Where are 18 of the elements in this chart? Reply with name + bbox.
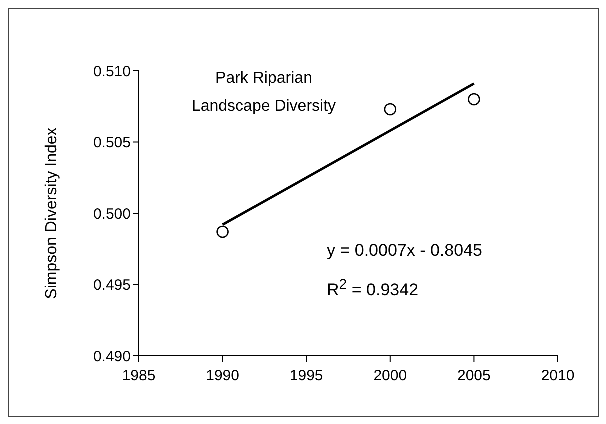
y-axis-title: Simpson Diversity Index	[44, 128, 61, 300]
x-tick-label: 2000	[374, 368, 408, 385]
point	[384, 103, 397, 116]
y-tick-label: 0.490	[93, 348, 131, 366]
x-tick-label: 1990	[206, 368, 240, 385]
y-tick-label: 0.510	[93, 63, 131, 80]
y-tick-label: 0.500	[93, 206, 131, 223]
text: Park Riparian Landscape Diversity	[190, 69, 338, 117]
annotation: y = 0.0007x - 0.8045	[327, 241, 482, 261]
y-tick-label: 0.505	[93, 134, 131, 152]
x-tick-label: 2005	[458, 368, 491, 385]
point	[468, 93, 480, 106]
x-tick-label: 1995	[290, 368, 324, 385]
y-tick-label: 0.495	[93, 277, 131, 294]
point	[216, 226, 229, 238]
x-tick-label: 1985	[122, 368, 156, 385]
x-tick-label: 2010	[541, 368, 575, 385]
annotation: R$^{2}$ = 0.9342	[327, 277, 419, 301]
